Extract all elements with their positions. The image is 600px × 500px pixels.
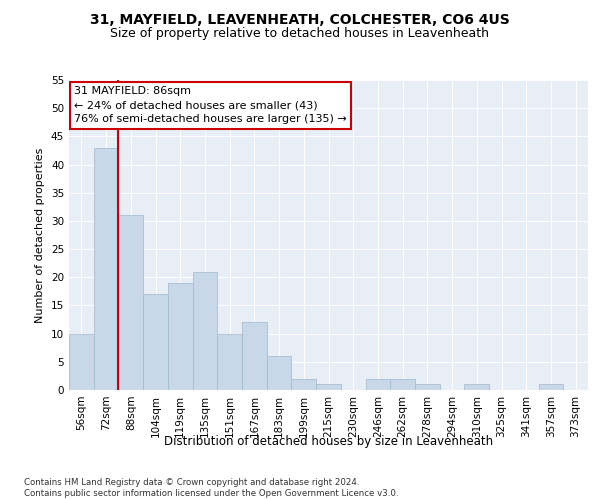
Text: Size of property relative to detached houses in Leavenheath: Size of property relative to detached ho… xyxy=(110,28,490,40)
Text: Distribution of detached houses by size in Leavenheath: Distribution of detached houses by size … xyxy=(164,435,493,448)
Bar xyxy=(415,384,440,390)
Bar xyxy=(168,283,193,390)
Bar xyxy=(365,378,390,390)
Text: Contains HM Land Registry data © Crown copyright and database right 2024.
Contai: Contains HM Land Registry data © Crown c… xyxy=(24,478,398,498)
Bar xyxy=(464,384,489,390)
Bar xyxy=(267,356,292,390)
Bar xyxy=(94,148,118,390)
Bar xyxy=(316,384,341,390)
Bar xyxy=(118,216,143,390)
Bar xyxy=(143,294,168,390)
Bar xyxy=(390,378,415,390)
Text: 31, MAYFIELD, LEAVENHEATH, COLCHESTER, CO6 4US: 31, MAYFIELD, LEAVENHEATH, COLCHESTER, C… xyxy=(90,12,510,26)
Bar xyxy=(539,384,563,390)
Text: 31 MAYFIELD: 86sqm
← 24% of detached houses are smaller (43)
76% of semi-detache: 31 MAYFIELD: 86sqm ← 24% of detached hou… xyxy=(74,86,347,124)
Bar xyxy=(242,322,267,390)
Bar xyxy=(217,334,242,390)
Bar xyxy=(292,378,316,390)
Bar xyxy=(193,272,217,390)
Y-axis label: Number of detached properties: Number of detached properties xyxy=(35,148,46,322)
Bar xyxy=(69,334,94,390)
